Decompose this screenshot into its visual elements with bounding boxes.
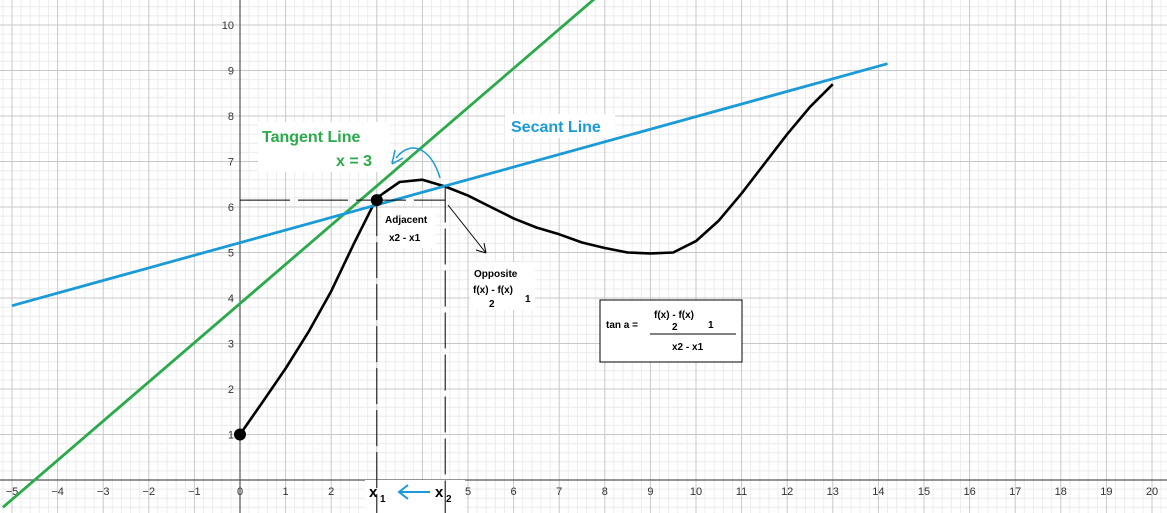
x-tick-label: 7 — [556, 486, 562, 498]
label-backdrop-tangent — [258, 122, 390, 172]
series-layer — [1, 0, 888, 509]
x1-subscript: 1 — [380, 494, 386, 505]
label-backdrop-adjacent — [381, 208, 436, 248]
y-tick-label: 10 — [222, 20, 234, 32]
opposite-subscript-2: 2 — [489, 299, 495, 310]
label-backdrop-bottom — [365, 480, 465, 513]
opposite-label: Opposite — [474, 269, 518, 280]
x-tick-label: 6 — [511, 486, 517, 498]
point-layer — [234, 194, 383, 441]
x-tick-label: 13 — [827, 486, 839, 498]
formula-box — [599, 299, 743, 363]
y-tick-label: 2 — [228, 384, 234, 396]
left-arrow-head-icon — [397, 484, 409, 500]
tangent-line — [1, 0, 596, 509]
label-backdrop-opposite — [470, 262, 535, 310]
formula-lhs: tan a = — [606, 320, 638, 331]
data-point — [370, 194, 383, 207]
secant-label: Secant Line — [511, 119, 601, 136]
x-tick-label: −1 — [188, 486, 201, 498]
x-tick-label: 0 — [237, 486, 243, 498]
formula-denominator: x2 - x1 — [672, 342, 704, 353]
opposite-arrow-icon — [447, 204, 487, 254]
curved-arrow-head-icon — [391, 149, 404, 165]
opposite-arrow-head-icon — [475, 242, 487, 254]
x-tick-label: 20 — [1146, 486, 1158, 498]
formula-subscript-2: 2 — [672, 322, 678, 333]
x-tick-label: −2 — [143, 486, 156, 498]
opposite-subscript-1: 1 — [525, 294, 531, 305]
x-tick-label: 11 — [736, 486, 747, 498]
x1-label: x — [369, 484, 378, 501]
adjacent-label: Adjacent — [385, 215, 428, 226]
y-tick-label: 1 — [228, 430, 234, 442]
x-tick-label: 19 — [1100, 486, 1112, 498]
x-tick-label: 10 — [690, 486, 702, 498]
x-tick-label: 18 — [1055, 486, 1067, 498]
function-curve — [238, 83, 834, 436]
guide-lines — [240, 186, 446, 513]
x-tick-label: 12 — [781, 486, 793, 498]
x-tick-label: 8 — [602, 486, 608, 498]
y-tick-label: 5 — [228, 248, 234, 260]
formula-subscript-1: 1 — [708, 320, 714, 331]
y-tick-label: 7 — [228, 157, 234, 169]
y-tick-label: 4 — [228, 293, 234, 305]
x-tick-label: 9 — [647, 486, 653, 498]
y-tick-label: 9 — [228, 66, 234, 78]
x-tick-label: 17 — [1009, 486, 1021, 498]
x-tick-label: −4 — [51, 486, 64, 498]
tangent-equation: x = 3 — [336, 153, 372, 170]
label-backdrop-secant — [505, 114, 615, 138]
x2-subscript: 2 — [446, 494, 452, 505]
formula-numerator: f(x) - f(x) — [654, 310, 694, 321]
x-tick-label: 2 — [328, 486, 334, 498]
x-tick-label: 16 — [963, 486, 975, 498]
x2-label: x — [435, 484, 444, 501]
x-tick-label: 1 — [283, 486, 289, 498]
y-tick-label: 8 — [228, 111, 234, 123]
y-tick-label: 3 — [228, 339, 234, 351]
opposite-expression: f(x) - f(x) — [473, 285, 513, 296]
x-tick-label: 14 — [872, 486, 884, 498]
x-tick-label: 15 — [918, 486, 930, 498]
tangent-label: Tangent Line — [262, 129, 360, 146]
x-tick-label: −3 — [97, 486, 110, 498]
curved-arrow-icon — [395, 147, 441, 179]
data-point — [234, 428, 246, 441]
x-tick-label: 5 — [465, 486, 471, 498]
adjacent-expression: x2 - x1 — [389, 233, 421, 244]
secant-line — [11, 62, 888, 308]
y-tick-label: 6 — [228, 202, 234, 214]
